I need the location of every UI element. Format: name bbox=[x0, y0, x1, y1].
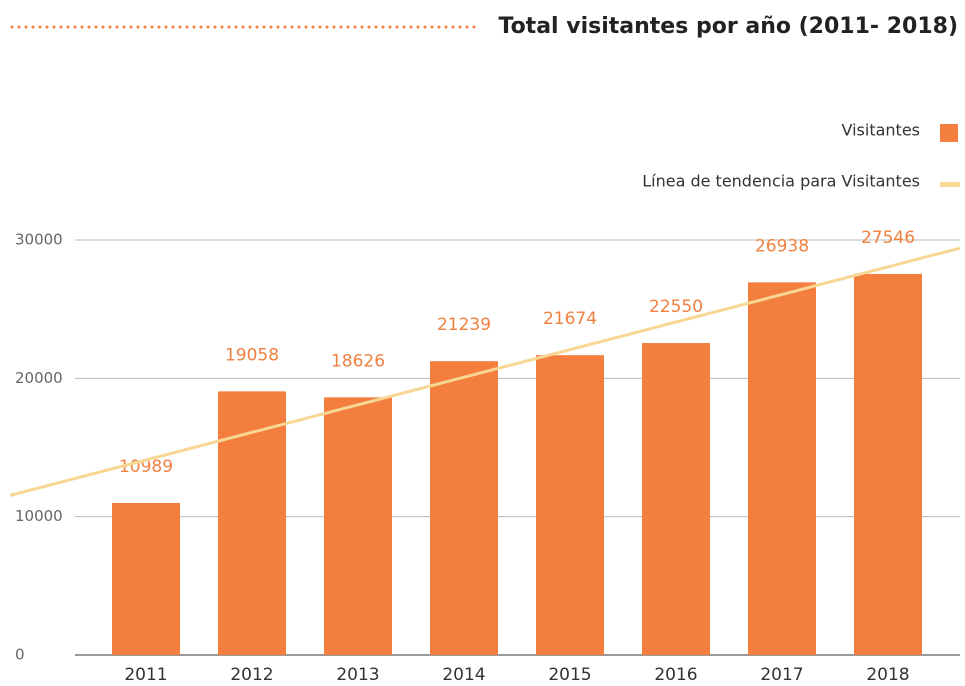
x-tick-label: 2016 bbox=[654, 665, 697, 685]
bar bbox=[748, 282, 816, 655]
y-tick-label: 20000 bbox=[15, 369, 63, 387]
y-tick-label: 0 bbox=[15, 646, 25, 664]
value-label: 27546 bbox=[861, 228, 915, 248]
legend-swatch bbox=[940, 124, 958, 142]
bar bbox=[536, 355, 604, 655]
value-label: 26938 bbox=[755, 236, 809, 256]
bar bbox=[112, 502, 180, 655]
x-tick-label: 2012 bbox=[230, 665, 273, 685]
value-label: 21674 bbox=[543, 309, 597, 329]
x-tick-label: 2011 bbox=[124, 665, 167, 685]
bar bbox=[642, 343, 710, 655]
x-tick-label: 2017 bbox=[760, 665, 803, 685]
bar bbox=[430, 361, 498, 655]
chart-title: Total visitantes por año (2011- 2018) bbox=[498, 14, 958, 39]
bar bbox=[218, 391, 286, 655]
legend-swatch bbox=[940, 182, 960, 187]
value-label: 19058 bbox=[225, 345, 279, 365]
x-tick-label: 2013 bbox=[336, 665, 379, 685]
value-label: 22550 bbox=[649, 297, 703, 317]
x-tick-label: 2014 bbox=[442, 665, 485, 685]
legend-label: Línea de tendencia para Visitantes bbox=[642, 172, 920, 191]
value-label: 21239 bbox=[437, 315, 491, 335]
value-label: 18626 bbox=[331, 351, 385, 371]
trend-line bbox=[9, 246, 961, 497]
legend-label: Visitantes bbox=[842, 121, 921, 140]
bar bbox=[324, 397, 392, 655]
y-tick-label: 30000 bbox=[15, 231, 63, 249]
x-tick-label: 2015 bbox=[548, 665, 591, 685]
y-tick-label: 10000 bbox=[15, 507, 63, 525]
x-tick-label: 2018 bbox=[866, 665, 909, 685]
bar bbox=[854, 273, 922, 655]
